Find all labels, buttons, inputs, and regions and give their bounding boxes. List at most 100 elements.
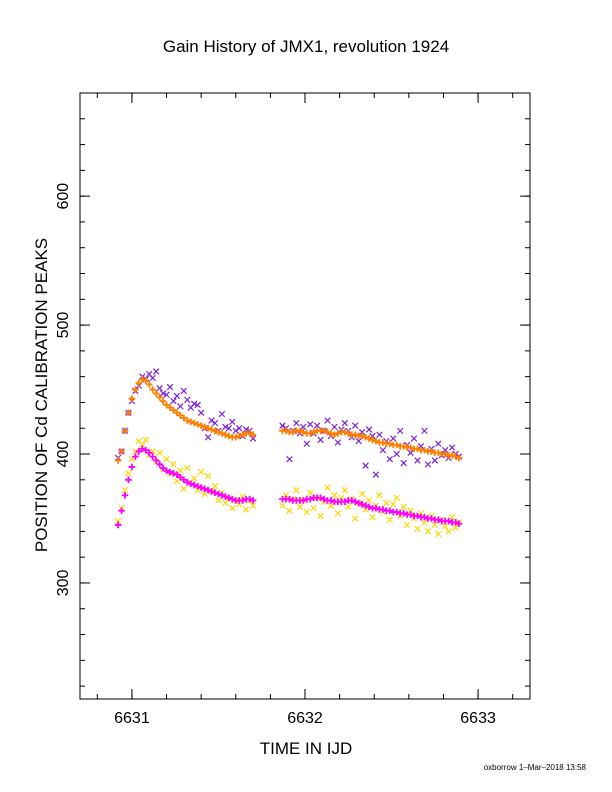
- data-point: [279, 502, 286, 509]
- data-point: [166, 468, 174, 476]
- data-point: [379, 446, 387, 454]
- data-point: [114, 517, 122, 525]
- data-point: [163, 391, 170, 398]
- y-tick-label: 400: [55, 441, 72, 468]
- data-point: [225, 432, 233, 440]
- data-point: [286, 455, 293, 463]
- data-point: [317, 512, 324, 520]
- data-point: [331, 431, 338, 438]
- data-point: [156, 461, 163, 468]
- data-point: [327, 497, 335, 504]
- data-point: [194, 401, 201, 409]
- data-point: [204, 486, 212, 494]
- data-point: [128, 463, 136, 471]
- data-point: [393, 441, 401, 449]
- data-point: [208, 417, 215, 424]
- data-point: [125, 409, 132, 417]
- data-point: [149, 386, 156, 393]
- data-point: [159, 464, 167, 472]
- data-point: [180, 476, 188, 484]
- data-point: [159, 390, 167, 397]
- x-tick-label: 6633: [460, 710, 496, 727]
- data-point: [414, 525, 421, 533]
- data-point: [249, 431, 257, 438]
- data-point: [414, 457, 421, 464]
- data-point: [386, 455, 394, 463]
- data-point: [194, 421, 201, 428]
- series-2: [114, 375, 463, 464]
- data-point: [441, 446, 449, 454]
- data-point: [177, 403, 184, 410]
- series-4: [114, 445, 463, 529]
- data-point: [372, 471, 380, 478]
- data-point: [114, 457, 122, 464]
- data-point: [166, 383, 174, 391]
- data-point: [239, 497, 246, 504]
- data-point: [431, 521, 439, 529]
- data-point: [448, 513, 456, 521]
- data-point: [135, 448, 143, 455]
- data-point: [208, 488, 215, 495]
- data-point: [341, 498, 349, 506]
- data-point: [187, 418, 195, 426]
- data-point: [358, 490, 366, 498]
- data-point: [421, 519, 428, 526]
- data-point: [118, 448, 125, 455]
- data-point: [173, 477, 181, 485]
- data-point: [331, 492, 338, 499]
- data-point: [400, 510, 407, 517]
- data-point: [201, 423, 208, 431]
- data-point: [239, 431, 246, 438]
- y-tick-label: 600: [55, 183, 72, 210]
- data-point: [365, 426, 373, 433]
- data-point: [201, 490, 208, 498]
- data-point: [242, 426, 250, 433]
- data-point: [334, 439, 342, 446]
- data-point: [177, 473, 184, 481]
- data-point: [445, 517, 452, 525]
- data-point: [145, 449, 153, 457]
- data-point: [424, 528, 432, 535]
- data-point: [225, 494, 233, 502]
- data-point: [142, 446, 150, 454]
- data-point: [317, 436, 324, 444]
- data-point: [249, 435, 257, 442]
- data-point: [331, 423, 338, 431]
- data-point: [344, 430, 352, 437]
- data-point: [345, 503, 352, 511]
- data-point: [197, 422, 205, 429]
- axis-ticks: 6631 6632 6633 300 400 500 600: [55, 92, 530, 727]
- data-point: [204, 472, 212, 480]
- data-point: [358, 501, 366, 508]
- data-point: [421, 427, 428, 435]
- data-point: [163, 467, 170, 475]
- x-axis-label: TIME IN IJD: [260, 739, 353, 758]
- data-point: [152, 390, 160, 397]
- data-point: [125, 476, 132, 484]
- data-point: [327, 430, 335, 437]
- data-point: [201, 485, 208, 493]
- data-point: [448, 452, 456, 459]
- data-point: [296, 503, 304, 511]
- data-point: [324, 428, 331, 436]
- data-point: [180, 485, 188, 493]
- data-point: [139, 445, 146, 453]
- data-point: [286, 507, 293, 514]
- data-point: [191, 400, 198, 407]
- series-1: [114, 368, 463, 478]
- data-point: [211, 483, 219, 490]
- data-point: [163, 455, 170, 463]
- x-tick-label: 6632: [287, 710, 323, 727]
- data-point: [428, 448, 435, 455]
- data-point: [190, 481, 198, 489]
- data-point: [334, 430, 342, 437]
- data-point: [187, 480, 195, 487]
- data-point: [390, 501, 397, 508]
- data-point: [455, 520, 463, 527]
- data-point: [327, 502, 335, 509]
- data-point: [177, 412, 184, 419]
- data-point: [341, 419, 349, 427]
- data-point: [222, 431, 229, 438]
- data-point: [351, 498, 359, 506]
- data-point: [279, 422, 286, 429]
